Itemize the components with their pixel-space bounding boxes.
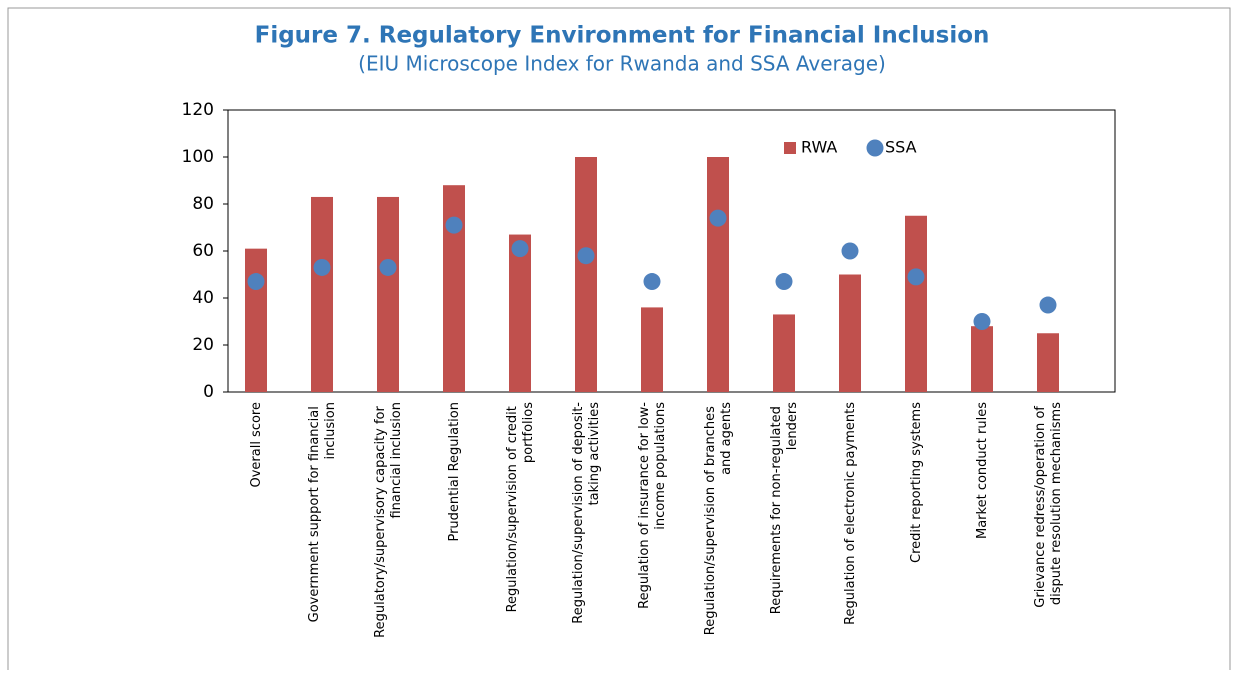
x-tick-label: Credit reporting systems [909,402,924,563]
x-tick-label: Overall score [249,402,264,488]
y-tick-label: 40 [192,288,214,308]
frame [7,7,1231,674]
y-tick-label: 120 [182,100,214,120]
legend-label: SSA [885,138,917,157]
y-tick-label: 100 [182,147,214,167]
dot [1039,296,1057,314]
bar [443,185,465,392]
dot [247,273,265,291]
x-tick-label: Regulation/supervision of branches and a… [703,402,734,635]
dot [907,268,925,286]
legend-label: RWA [801,138,837,157]
y-tick-label: 20 [192,335,214,355]
y-tick-label: 0 [203,382,214,402]
dot [577,247,595,265]
chart-title: Figure 7. Regulatory Environment for Fin… [255,23,990,49]
x-tick-label: Regulation/supervision of credit portfol… [505,402,536,613]
x-tick-label: Market conduct rules [975,402,990,539]
dot [709,209,727,227]
x-tick-label: Requirements for non-regulated lenders [769,402,800,614]
dot [313,258,331,276]
bar [905,215,927,392]
bar [509,234,531,392]
x-tick-label: Regulation/supervision of deposit-taking… [571,402,602,624]
x-tick-label: Regulatory/supervisory capacity for fina… [373,402,404,638]
bar [839,274,861,392]
bar [311,196,333,392]
bar [377,196,399,392]
bar [245,248,267,392]
dot [511,240,529,258]
legend-swatch [866,139,884,157]
dot [775,273,793,291]
x-tick-label: Regulation of insurance for low-income p… [637,402,668,609]
legend-swatch [784,142,796,154]
dot [643,273,661,291]
chart-subtitle: (EIU Microscope Index for Rwanda and SSA… [358,52,886,76]
bar [1037,333,1059,392]
dot [379,258,397,276]
bar [971,326,993,392]
dot [445,216,463,234]
dot [973,313,991,330]
y-tick-label: 60 [192,241,214,261]
x-tick-label: Prudential Regulation [447,402,462,542]
x-tick-label: Regulation of electronic payments [843,402,858,625]
dot [841,242,859,260]
bar [575,157,597,392]
bar [641,307,663,392]
bar [773,314,795,392]
y-tick-label: 80 [192,194,214,214]
x-tick-label: Grievance redress/operation of dispute r… [1033,402,1064,608]
x-tick-label: Government support for financial inclusi… [307,402,338,622]
bar [707,157,729,392]
